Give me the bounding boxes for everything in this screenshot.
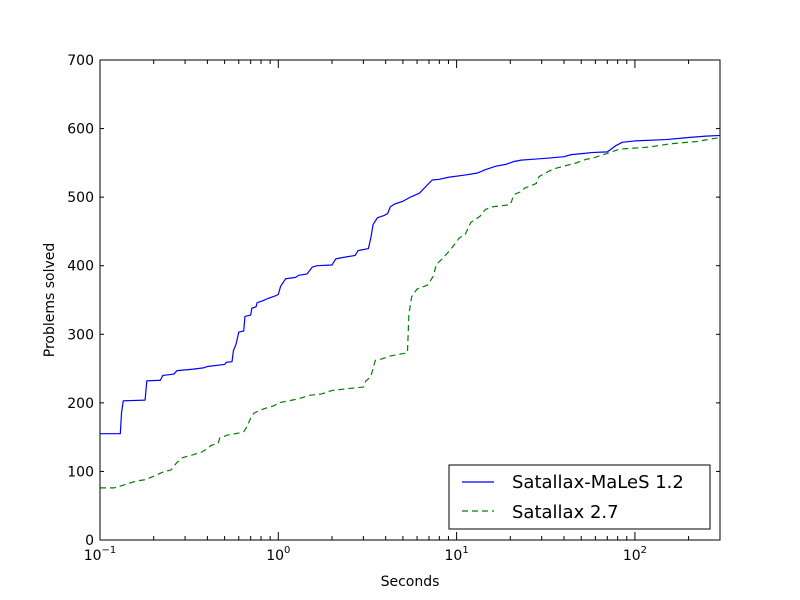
- y-tick-label-3: 300: [67, 327, 94, 343]
- plot-area: [100, 60, 720, 540]
- series-layer: [100, 134, 721, 489]
- series-line-0: [100, 134, 721, 435]
- y-tick-label-6: 600: [67, 122, 94, 138]
- y-tick-label-4: 400: [67, 259, 94, 275]
- legend-label-satallax-males: Satallax-MaLeS 1.2: [512, 472, 684, 493]
- legend: Satallax-MaLeS 1.2 Satallax 2.7: [448, 464, 711, 530]
- legend-label-satallax: Satallax 2.7: [512, 502, 619, 523]
- x-tick-label-0: 10−1: [84, 545, 117, 564]
- x-tick-label-3: 102: [623, 545, 647, 564]
- x-tick-label-1: 100: [266, 545, 290, 564]
- tick-layer: 0 100 200 300 400 500 600 700 10−1 100 101 102: [67, 53, 720, 564]
- y-tick-label-2: 200: [67, 396, 94, 412]
- y-axis-label: Problems solved: [42, 243, 58, 358]
- y-tick-label-5: 500: [67, 190, 94, 206]
- y-tick-label-1: 100: [67, 464, 94, 480]
- x-axis-label: Seconds: [381, 574, 440, 590]
- y-tick-label-7: 700: [67, 53, 94, 69]
- plot-frame: [99, 59, 721, 541]
- series-line-1: [100, 136, 721, 489]
- legend-box: [448, 464, 711, 530]
- y-tick-label-0: 0: [85, 533, 94, 549]
- x-tick-label-2: 101: [445, 545, 469, 564]
